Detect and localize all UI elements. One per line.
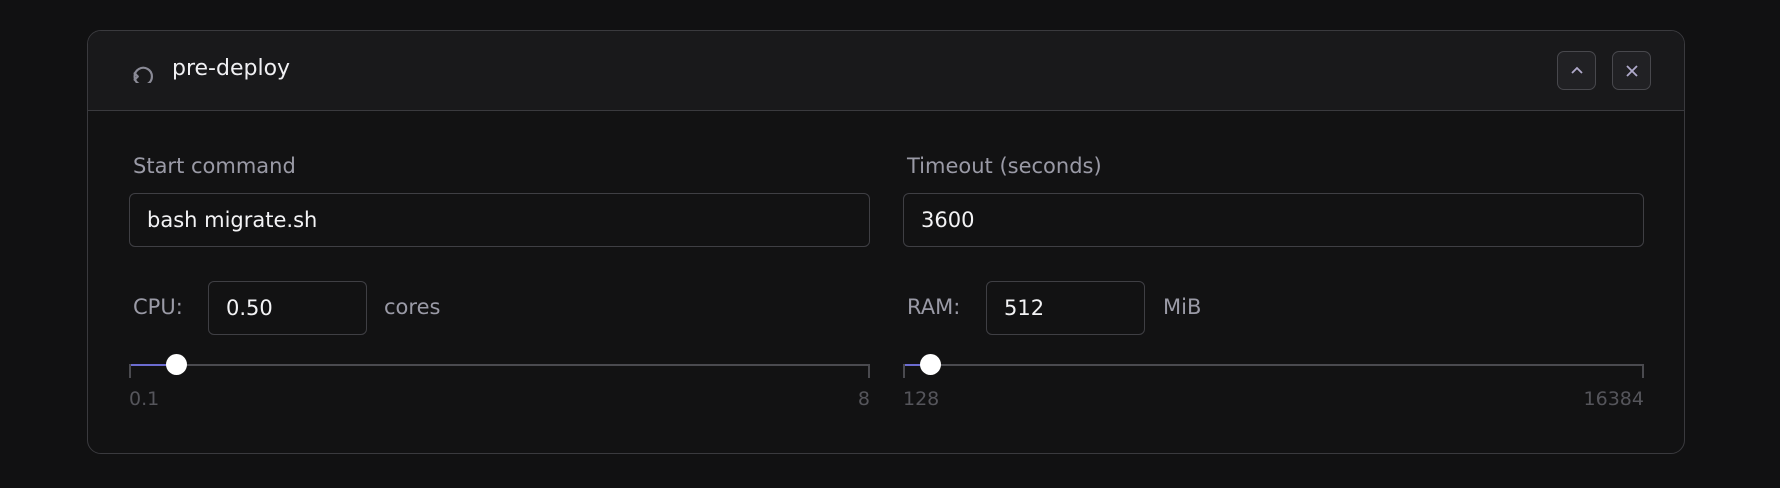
collapse-button[interactable] [1557, 51, 1596, 90]
close-icon [1625, 64, 1638, 77]
ram-min-label: 128 [903, 388, 940, 410]
start-command-label: Start command [133, 154, 296, 178]
cpu-max-label: 8 [857, 388, 870, 410]
slider-tick-min [903, 364, 905, 378]
panel-title: pre-deploy [172, 56, 291, 81]
slider-tick-min [129, 364, 131, 378]
ram-max-label: 16384 [1583, 388, 1644, 410]
slider-tick-max [1642, 364, 1644, 378]
slider-track [903, 364, 1644, 366]
slider-thumb[interactable] [165, 354, 187, 375]
ram-slider[interactable]: 128 16384 [903, 354, 1644, 410]
cpu-unit: cores [384, 295, 441, 319]
slider-thumb[interactable] [920, 354, 942, 375]
slider-tick-max [868, 364, 870, 378]
pre-deploy-panel: pre-deploy Start command bash migrate.sh… [87, 30, 1685, 454]
timeout-input[interactable]: 3600 [903, 193, 1644, 247]
panel-header: pre-deploy [88, 31, 1684, 111]
cpu-input[interactable]: 0.50 [208, 281, 367, 335]
ram-input[interactable]: 512 [986, 281, 1145, 335]
ram-unit: MiB [1163, 295, 1202, 319]
rotate-ccw-icon [133, 66, 153, 83]
ram-label: RAM: [907, 295, 961, 319]
slider-fill [129, 364, 176, 366]
close-button[interactable] [1612, 51, 1651, 90]
timeout-label: Timeout (seconds) [907, 154, 1102, 178]
start-command-input[interactable]: bash migrate.sh [129, 193, 870, 247]
cpu-min-label: 0.1 [129, 388, 160, 410]
cpu-label: CPU: [133, 295, 183, 319]
chevron-up-icon [1570, 66, 1583, 74]
cpu-slider[interactable]: 0.1 8 [129, 354, 870, 410]
slider-track [129, 364, 870, 366]
slider-fill [903, 364, 931, 366]
